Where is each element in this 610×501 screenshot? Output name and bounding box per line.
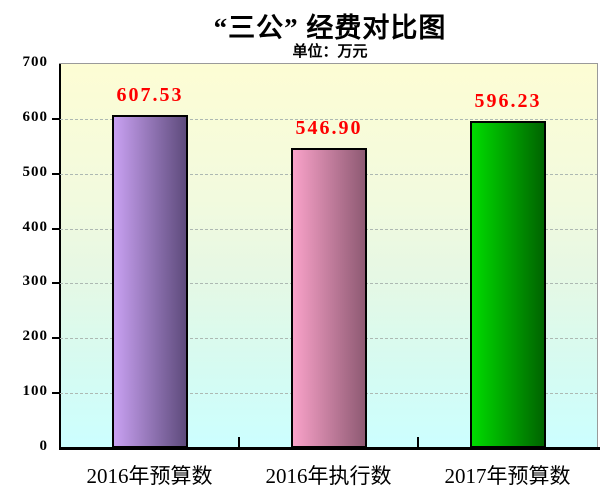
gridline [60,118,597,120]
bar-value-label: 607.53 [116,84,184,106]
bar-value-label: 596.23 [474,90,542,112]
y-axis-line [59,64,61,448]
y-axis-tick [52,337,59,339]
plot-area: 607.53 546.90 596.23 [59,63,600,450]
x-axis-label: 2016年执行数 [265,464,392,488]
y-axis-tick-label: 600 [22,109,48,125]
y-axis-tick-label: 200 [22,328,48,344]
y-axis-tick-label: 300 [22,273,48,289]
y-axis-tick [52,173,59,175]
x-axis-label: 2016年预算数 [86,464,213,488]
y-axis-tick-label: 700 [22,54,48,70]
y-axis-tick-label: 0 [39,438,48,454]
bar-2016年预算数 [112,115,188,448]
y-axis-tick [52,228,59,230]
y-axis-tick [52,118,59,120]
chart-title: “三公” 经费对比图 [213,13,447,43]
y-axis-tick [52,282,59,284]
x-axis-line [59,447,600,450]
bar-value-label: 546.90 [295,117,363,139]
y-axis-tick [52,392,59,394]
y-axis-tick-label: 500 [22,164,48,180]
x-axis-tick [417,437,419,448]
bar-2016年执行数 [291,148,367,448]
chart-subtitle: 单位：万元 [292,44,368,60]
x-axis-tick [238,437,240,448]
x-axis-labels: 2016年预算数 2016年执行数 2017年预算数 [60,460,597,492]
y-axis-tick-label: 400 [22,219,48,235]
x-axis-label: 2017年预算数 [444,464,571,488]
bar-2017年预算数 [470,121,546,448]
y-axis-tick-label: 100 [22,383,48,399]
